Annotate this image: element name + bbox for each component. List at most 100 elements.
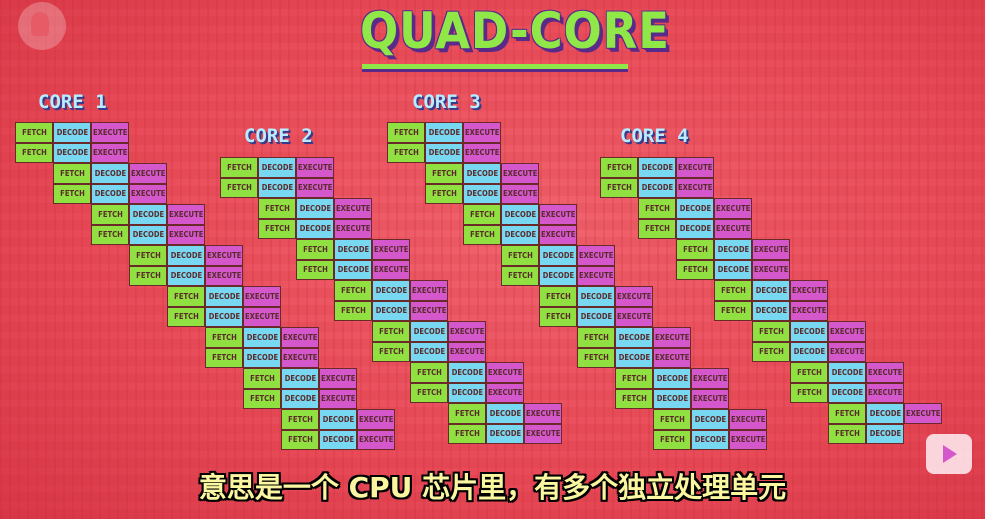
title-underline xyxy=(362,64,628,69)
core-3-fetch-cell: FETCH xyxy=(615,388,653,409)
core-2-execute-cell: EXECUTE xyxy=(334,198,372,219)
core-1-decode-cell: DECODE xyxy=(319,429,357,450)
core-3-decode-cell: DECODE xyxy=(653,388,691,409)
core-4-execute-cell: EXECUTE xyxy=(752,239,790,260)
core-1-label: CORE 1 xyxy=(38,91,107,113)
core-3-execute-cell: EXECUTE xyxy=(653,347,691,368)
core-3-fetch-cell: FETCH xyxy=(463,204,501,225)
core-1-execute-cell: EXECUTE xyxy=(129,183,167,204)
core-3-fetch-cell: FETCH xyxy=(387,142,425,163)
core-1-fetch-cell: FETCH xyxy=(167,286,205,307)
core-3-fetch-cell: FETCH xyxy=(615,368,653,389)
core-3-fetch-cell: FETCH xyxy=(463,224,501,245)
core-1-execute-cell: EXECUTE xyxy=(167,224,205,245)
core-1-execute-cell: EXECUTE xyxy=(281,347,319,368)
core-2-fetch-cell: FETCH xyxy=(296,259,334,280)
core-3-decode-cell: DECODE xyxy=(615,347,653,368)
core-1-decode-cell: DECODE xyxy=(243,347,281,368)
core-2-decode-cell: DECODE xyxy=(296,198,334,219)
core-3-execute-cell: EXECUTE xyxy=(501,163,539,184)
core-3-fetch-cell: FETCH xyxy=(577,327,615,348)
core-2-fetch-cell: FETCH xyxy=(372,341,410,362)
core-4-decode-cell: DECODE xyxy=(790,321,828,342)
core-4-decode-cell: DECODE xyxy=(714,239,752,260)
core-1-fetch-cell: FETCH xyxy=(167,306,205,327)
core-1-decode-cell: DECODE xyxy=(281,368,319,389)
core-2-execute-cell: EXECUTE xyxy=(524,403,562,424)
core-1-decode-cell: DECODE xyxy=(129,224,167,245)
core-3-fetch-cell: FETCH xyxy=(425,183,463,204)
core-1-decode-cell: DECODE xyxy=(167,265,205,286)
core-2-decode-cell: DECODE xyxy=(486,403,524,424)
core-1-execute-cell: EXECUTE xyxy=(319,388,357,409)
core-3-decode-cell: DECODE xyxy=(577,306,615,327)
core-1-fetch-cell: FETCH xyxy=(53,163,91,184)
core-2-fetch-cell: FETCH xyxy=(258,198,296,219)
core-1-fetch-cell: FETCH xyxy=(91,204,129,225)
core-3-fetch-cell: FETCH xyxy=(425,163,463,184)
core-3-decode-cell: DECODE xyxy=(691,429,729,450)
core-3-execute-cell: EXECUTE xyxy=(729,429,767,450)
core-1-execute-cell: EXECUTE xyxy=(357,409,395,430)
core-3-decode-cell: DECODE xyxy=(691,409,729,430)
core-1-execute-cell: EXECUTE xyxy=(357,429,395,450)
core-3-execute-cell: EXECUTE xyxy=(615,306,653,327)
core-4-fetch-cell: FETCH xyxy=(638,218,676,239)
core-3-fetch-cell: FETCH xyxy=(577,347,615,368)
core-3-execute-cell: EXECUTE xyxy=(577,245,615,266)
core-3-execute-cell: EXECUTE xyxy=(539,224,577,245)
core-4-fetch-cell: FETCH xyxy=(790,382,828,403)
core-2-fetch-cell: FETCH xyxy=(334,300,372,321)
core-1-fetch-cell: FETCH xyxy=(53,183,91,204)
core-4-decode-cell: DECODE xyxy=(676,218,714,239)
core-4-execute-cell: EXECUTE xyxy=(828,341,866,362)
core-1-fetch-cell: FETCH xyxy=(91,224,129,245)
core-4-fetch-cell: FETCH xyxy=(714,280,752,301)
core-2-execute-cell: EXECUTE xyxy=(372,259,410,280)
core-3-execute-cell: EXECUTE xyxy=(691,368,729,389)
core-1-fetch-cell: FETCH xyxy=(281,409,319,430)
core-4-execute-cell: EXECUTE xyxy=(714,198,752,219)
core-2-fetch-cell: FETCH xyxy=(410,362,448,383)
core-1-execute-cell: EXECUTE xyxy=(129,163,167,184)
core-4-fetch-cell: FETCH xyxy=(676,259,714,280)
core-2-execute-cell: EXECUTE xyxy=(334,218,372,239)
core-4-decode-cell: DECODE xyxy=(828,382,866,403)
core-2-label: CORE 2 xyxy=(244,125,313,147)
core-1-fetch-cell: FETCH xyxy=(129,245,167,266)
bilibili-tv-icon[interactable] xyxy=(926,434,972,474)
core-3-execute-cell: EXECUTE xyxy=(691,388,729,409)
core-2-decode-cell: DECODE xyxy=(334,259,372,280)
core-2-decode-cell: DECODE xyxy=(296,218,334,239)
core-2-decode-cell: DECODE xyxy=(372,280,410,301)
core-1-fetch-cell: FETCH xyxy=(129,265,167,286)
core-4-decode-cell: DECODE xyxy=(828,362,866,383)
core-1-execute-cell: EXECUTE xyxy=(167,204,205,225)
core-2-execute-cell: EXECUTE xyxy=(372,239,410,260)
core-4-decode-cell: DECODE xyxy=(714,259,752,280)
core-4-fetch-cell: FETCH xyxy=(714,300,752,321)
core-2-execute-cell: EXECUTE xyxy=(410,300,448,321)
core-2-fetch-cell: FETCH xyxy=(372,321,410,342)
core-3-fetch-cell: FETCH xyxy=(539,286,577,307)
core-3-fetch-cell: FETCH xyxy=(387,122,425,143)
core-1-decode-cell: DECODE xyxy=(319,409,357,430)
core-1-decode-cell: DECODE xyxy=(281,388,319,409)
core-2-decode-cell: DECODE xyxy=(410,341,448,362)
core-4-fetch-cell: FETCH xyxy=(600,157,638,178)
core-3-fetch-cell: FETCH xyxy=(653,409,691,430)
core-2-fetch-cell: FETCH xyxy=(220,157,258,178)
core-4-decode-cell: DECODE xyxy=(676,198,714,219)
core-3-fetch-cell: FETCH xyxy=(501,265,539,286)
core-4-label: CORE 4 xyxy=(620,125,689,147)
core-1-decode-cell: DECODE xyxy=(53,122,91,143)
core-4-execute-cell: EXECUTE xyxy=(828,321,866,342)
core-4-execute-cell: EXECUTE xyxy=(866,382,904,403)
core-1-fetch-cell: FETCH xyxy=(243,388,281,409)
core-4-decode-cell: DECODE xyxy=(790,341,828,362)
core-2-execute-cell: EXECUTE xyxy=(486,362,524,383)
core-1-decode-cell: DECODE xyxy=(91,183,129,204)
core-2-decode-cell: DECODE xyxy=(258,177,296,198)
core-1-fetch-cell: FETCH xyxy=(205,327,243,348)
core-4-execute-cell: EXECUTE xyxy=(714,218,752,239)
